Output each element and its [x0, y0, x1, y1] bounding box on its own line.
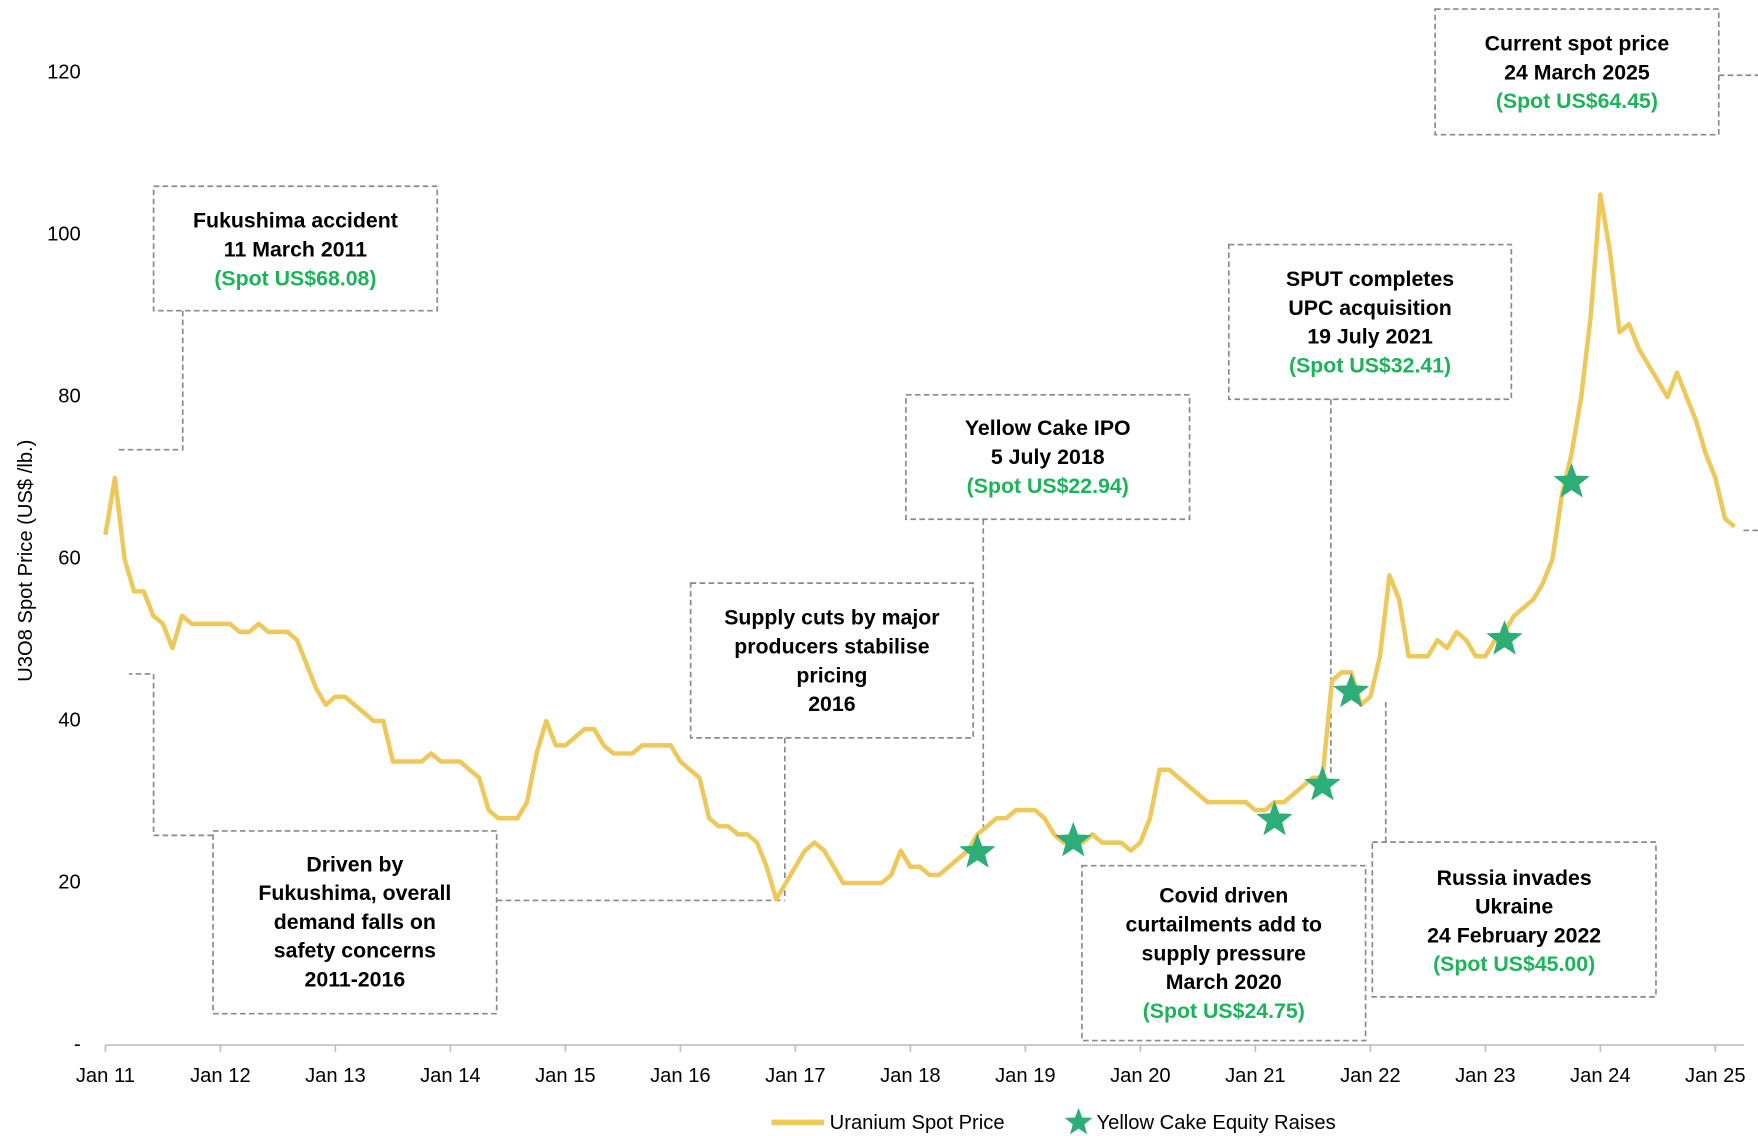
annotation-spot: (Spot US$45.00) [1433, 952, 1595, 976]
y-tick-label: 20 [58, 871, 80, 893]
annotation-text: Driven by [306, 852, 403, 876]
y-axis-label: U3O8 Spot Price (US$ /lb.) [15, 440, 37, 682]
annotation: Driven by Fukushima, overall demand falls … [212, 830, 498, 1015]
annotation-text: 24 March 2025 [1504, 60, 1650, 84]
annotation: SPUT completes UPC acquisition 19 July 202… [1227, 243, 1513, 401]
y-tick-label: 40 [58, 709, 80, 731]
equity-raise-marker [1256, 800, 1293, 836]
annotation: Russia invades Ukraine 24 February 2022 (Sp… [1371, 841, 1657, 998]
y-tick-label: - [74, 1033, 81, 1055]
legend-star [1064, 1107, 1093, 1135]
annotation-spot: (Spot US$64.45) [1496, 89, 1658, 113]
x-tick-label: Jan 12 [190, 1065, 251, 1087]
y-tick-label: 120 [47, 61, 81, 83]
x-tick-label: Jan 22 [1340, 1065, 1401, 1087]
y-tick-label: 60 [58, 547, 80, 569]
x-tick-label: Jan 18 [880, 1065, 941, 1087]
annotation-text: 24 February 2022 [1427, 923, 1601, 947]
annotation-box [1434, 8, 1720, 136]
x-tick-label: Jan 19 [995, 1065, 1056, 1087]
annotation-text: March 2020 [1166, 970, 1282, 994]
connector [128, 673, 214, 837]
annotation-box [1227, 243, 1513, 401]
annotation-text: supply pressure [1141, 941, 1306, 965]
equity-raise-marker [1553, 463, 1590, 498]
x-tick-label: Jan 20 [1110, 1065, 1171, 1087]
annotation-text: curtailments add to [1126, 913, 1322, 937]
annotation: Covid driven curtailments add to supply pr… [1081, 864, 1367, 1042]
annotation-spot: (Spot US$22.94) [967, 474, 1129, 498]
connector [115, 310, 184, 451]
chart-title: OF THE FUKUSHIMA ACCIDENT [0, 0, 824, 10]
annotation-text: Russia invades [1437, 866, 1592, 890]
equity-raise-marker [1055, 821, 1092, 857]
annotation-text: Ukraine [1475, 895, 1553, 919]
annotation-text: 2016 [808, 692, 856, 716]
annotation-box [689, 582, 975, 739]
annotation-box [905, 393, 1191, 521]
annotation: Fukushima accident 11 March 2011 (Spot US$… [152, 185, 439, 312]
annotation-text: Current spot price [1485, 32, 1670, 56]
equity-raise-marker [1304, 765, 1341, 801]
price-line [103, 192, 1737, 902]
x-tick-label: Jan 21 [1225, 1065, 1286, 1087]
annotation-text: 19 July 2021 [1307, 325, 1433, 349]
y-tick-label: 80 [58, 385, 80, 407]
annotation-text: SPUT completes [1286, 267, 1454, 291]
annotation-spot: (Spot US$68.08) [214, 266, 376, 290]
x-tick-label: Jan 23 [1455, 1065, 1516, 1087]
annotation-text: Yellow Cake IPO [965, 416, 1131, 440]
annotation-spot: (Spot US$32.41) [1289, 353, 1451, 377]
annotation-text: Fukushima accident [193, 209, 398, 233]
annotation-text: Covid driven [1159, 884, 1288, 908]
annotation-text: 5 July 2018 [991, 445, 1105, 469]
annotation-text: 2011-2016 [305, 968, 406, 992]
annotation-text: safety concerns [274, 939, 436, 963]
legend-label: Uranium Spot Price [830, 1112, 1005, 1134]
x-tick-label: Jan 16 [650, 1065, 711, 1087]
legend: Uranium Spot Price Yellow Cake Equity Rai… [771, 1107, 1336, 1135]
annotation-spot: (Spot US$24.75) [1143, 999, 1305, 1023]
annotation-text: demand falls on [274, 910, 436, 934]
x-tick-label: Jan 14 [420, 1065, 481, 1087]
x-tick-label: Jan 24 [1570, 1065, 1631, 1087]
annotation-text: pricing [796, 663, 867, 687]
connectors [115, 74, 1758, 902]
legend-label: Yellow Cake Equity Raises [1097, 1112, 1336, 1134]
annotation: Current spot price 24 March 2025 (Spot US$… [1434, 8, 1720, 136]
annotation-text: producers stabilise [734, 634, 929, 658]
x-tick-label: Jan 25 [1685, 1065, 1746, 1087]
x-tick-label: Jan 15 [535, 1065, 596, 1087]
equity-raise-marker [959, 833, 996, 868]
x-tick-label: Jan 11 [76, 1065, 135, 1087]
annotation-box [152, 185, 439, 312]
equity-raise-marker [1333, 672, 1370, 708]
x-tick-label: Jan 13 [305, 1065, 366, 1087]
annotation-text: UPC acquisition [1288, 296, 1451, 320]
annotation: Yellow Cake IPO 5 July 2018 (Spot US$22.94… [905, 393, 1191, 521]
y-tick-label: 100 [47, 223, 81, 245]
annotation-text: Supply cuts by major [724, 606, 939, 630]
x-tick-label: Jan 17 [765, 1065, 826, 1087]
annotation-text: Fukushima, overall [258, 881, 451, 905]
annotation-box [1371, 841, 1657, 998]
equity-raise-marker [1486, 620, 1523, 655]
annotation-box [1081, 864, 1367, 1042]
annotation: Supply cuts by major producers stabilise p… [689, 582, 975, 739]
annotation-text: 11 March 2011 [224, 238, 367, 262]
